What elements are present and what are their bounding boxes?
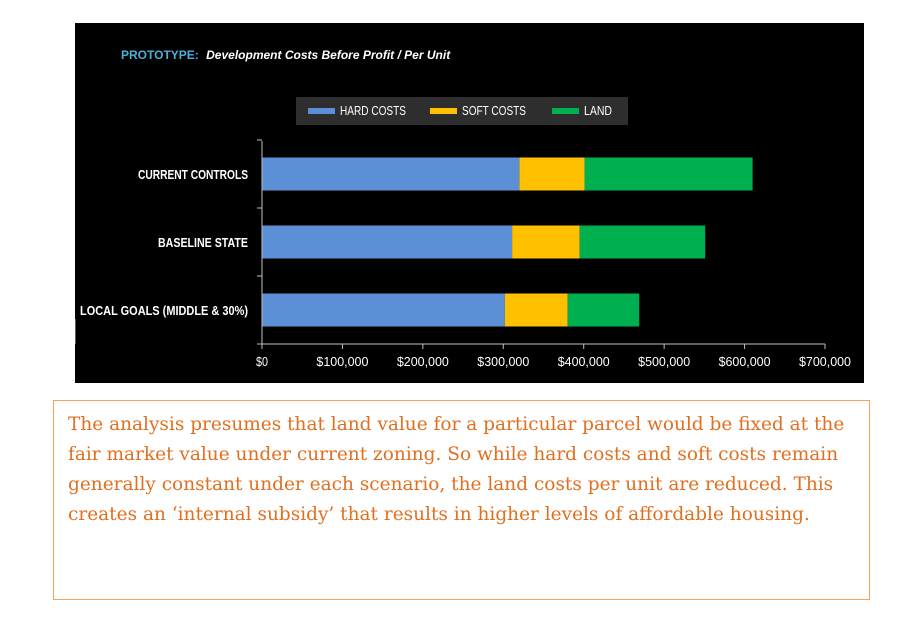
x-tick-label-7: $700,000 xyxy=(799,354,851,369)
category-label-2: LOCAL GOALS (MIDDLE & 30%) xyxy=(80,303,248,318)
bar-hard-costs-1 xyxy=(262,225,513,259)
x-tick-label-0: $0 xyxy=(256,354,268,369)
chart-title-text: Development Costs Before Profit / Per Un… xyxy=(206,48,451,62)
x-tick-label-2: $200,000 xyxy=(397,354,449,369)
bar-soft-costs-1 xyxy=(512,225,580,259)
chart-panel: PROTOTYPE: Development Costs Before Prof… xyxy=(75,23,864,383)
x-tick-label-3: $300,000 xyxy=(477,354,529,369)
bar-soft-costs-2 xyxy=(504,293,568,327)
bar-land-2 xyxy=(567,293,640,327)
legend-label-land: LAND xyxy=(584,103,612,118)
bar-hard-costs-0 xyxy=(262,157,520,191)
note-box: The analysis presumes that land value fo… xyxy=(53,400,870,600)
legend: HARD COSTS SOFT COSTS LAND xyxy=(308,103,612,118)
chart-title: PROTOTYPE: Development Costs Before Prof… xyxy=(121,48,451,62)
note-text: The analysis presumes that land value fo… xyxy=(68,414,845,525)
legend-swatch-soft-costs xyxy=(430,108,457,114)
axes xyxy=(75,139,826,349)
category-label-1: BASELINE STATE xyxy=(158,235,248,250)
bar-land-0 xyxy=(584,157,753,191)
x-tick-label-6: $600,000 xyxy=(719,354,771,369)
chart-svg: PROTOTYPE: Development Costs Before Prof… xyxy=(75,48,851,369)
legend-label-hard-costs: HARD COSTS xyxy=(340,103,406,118)
bars xyxy=(262,157,753,327)
legend-swatch-hard-costs xyxy=(308,108,335,114)
x-tick-labels: $0 $100,000 $200,000 $300,000 $400,000 $500,0… xyxy=(256,354,851,369)
bar-land-1 xyxy=(579,225,706,259)
legend-label-soft-costs: SOFT COSTS xyxy=(462,103,526,118)
x-tick-label-1: $100,000 xyxy=(316,354,368,369)
category-labels: CURRENT CONTROLS BASELINE STATE LOCAL GOAL… xyxy=(80,167,248,318)
legend-swatch-land xyxy=(552,108,579,114)
x-tick-label-4: $400,000 xyxy=(558,354,610,369)
x-tick-label-5: $500,000 xyxy=(638,354,690,369)
chart-title-prefix: PROTOTYPE: xyxy=(121,48,199,62)
bar-soft-costs-0 xyxy=(519,157,585,191)
category-label-0: CURRENT CONTROLS xyxy=(138,167,248,182)
bar-hard-costs-2 xyxy=(262,293,505,327)
